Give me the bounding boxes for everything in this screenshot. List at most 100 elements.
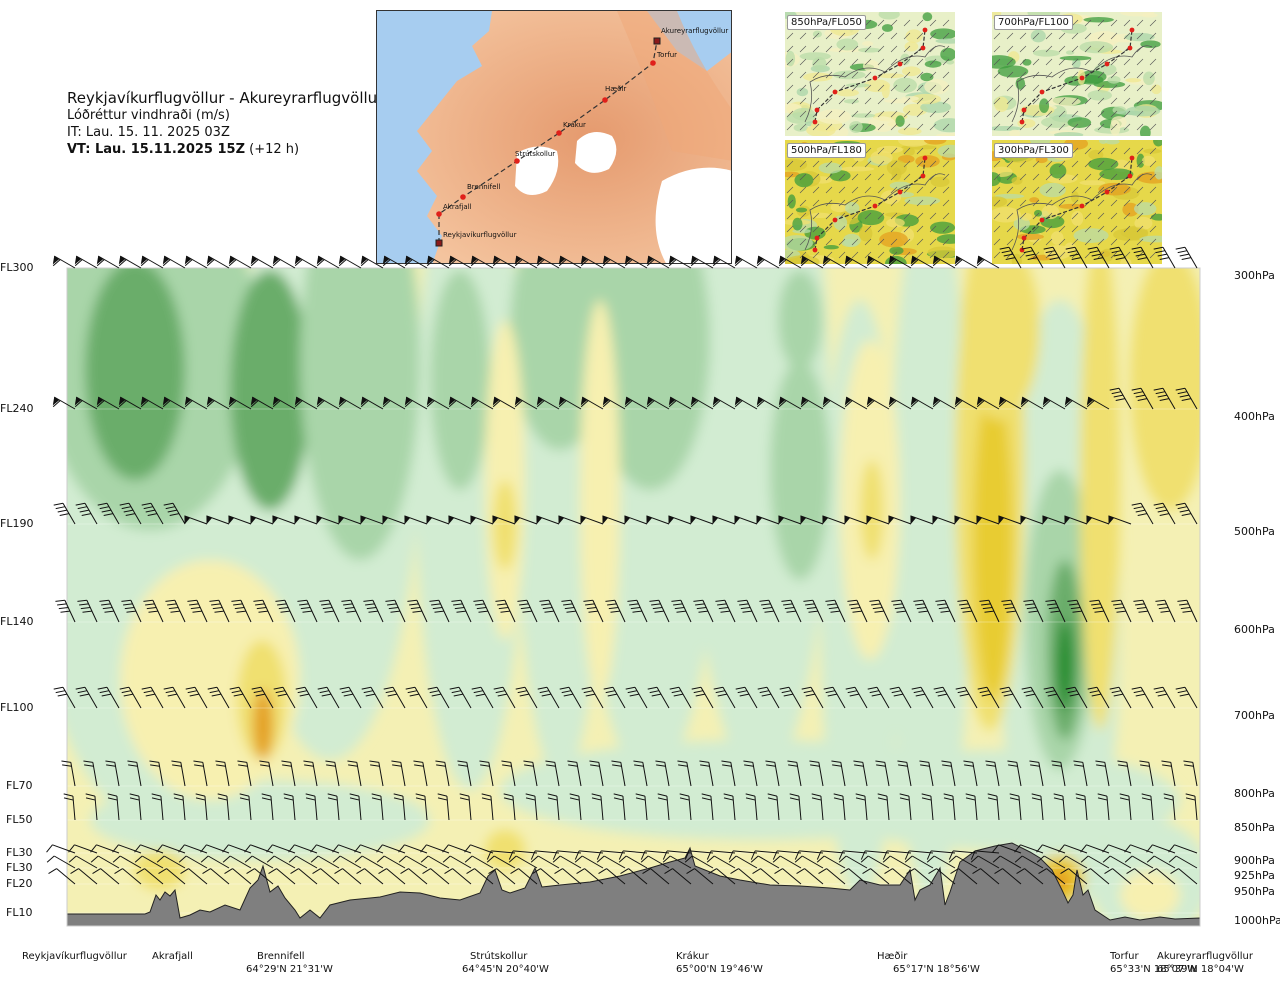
wind-barb xyxy=(470,255,494,269)
mini-barb xyxy=(864,160,872,168)
mini-barb xyxy=(1071,160,1079,168)
wind-barb xyxy=(1175,686,1198,709)
mini-barb xyxy=(1071,147,1079,155)
mini-barb xyxy=(1110,45,1118,53)
wind-barb xyxy=(290,868,318,885)
wind-barb xyxy=(811,793,824,821)
glacier-1 xyxy=(575,132,617,173)
wind-barb xyxy=(789,793,802,821)
mini-barb xyxy=(1071,238,1079,246)
wind-barb xyxy=(728,855,758,869)
mini-barb xyxy=(1045,225,1053,233)
wind-barb xyxy=(250,515,274,525)
field-patch xyxy=(915,155,940,168)
mini-barb xyxy=(890,147,898,155)
mini-barb xyxy=(1097,186,1105,194)
mini-barb xyxy=(1110,251,1118,259)
wind-barb xyxy=(800,255,824,269)
mini-barb xyxy=(1019,225,1027,233)
wind-barb xyxy=(624,255,648,269)
mini-barb xyxy=(1149,212,1157,220)
field-patch xyxy=(920,72,934,82)
wind-barb xyxy=(906,868,934,885)
wind-barb xyxy=(778,515,802,525)
mini-barb xyxy=(1019,45,1027,53)
mini-barb xyxy=(993,110,1001,118)
pressure-level-label: 600hPa xyxy=(1234,623,1275,636)
wind-barb xyxy=(994,868,1022,885)
wind-barb xyxy=(691,686,714,709)
mini-barb xyxy=(1149,97,1157,105)
mini-barb xyxy=(916,212,924,220)
waypoint-marker xyxy=(435,239,443,247)
wind-barb xyxy=(530,850,560,860)
mini-barb xyxy=(903,123,911,131)
mini-barb xyxy=(851,45,859,53)
mini-barb xyxy=(1071,71,1079,79)
wind-barb xyxy=(1058,855,1088,869)
wind-barb xyxy=(757,686,780,709)
mini-waypoint xyxy=(897,189,903,195)
wind-barb xyxy=(118,396,142,410)
mini-barb xyxy=(1019,84,1027,92)
mini-barb xyxy=(851,212,859,220)
wind-barb xyxy=(759,599,780,623)
field-patch xyxy=(1073,228,1109,243)
mini-barb xyxy=(864,238,872,246)
valid-time: VT: Lau. 15.11.2025 15Z (+12 h) xyxy=(67,141,383,158)
mini-barb xyxy=(1149,45,1157,53)
field-patch xyxy=(1139,125,1151,136)
wind-barb xyxy=(448,396,472,410)
mini-waypoint xyxy=(1127,45,1133,51)
pressure-level-label: 1000hPa xyxy=(1234,914,1280,927)
wind-barb xyxy=(1060,868,1088,885)
wind-barb xyxy=(339,686,362,709)
mini-barb xyxy=(903,71,911,79)
field-patch xyxy=(835,89,859,97)
wind-barb xyxy=(273,686,296,709)
wind-barb xyxy=(149,760,164,787)
wind-barb xyxy=(1153,686,1176,709)
wind-barb xyxy=(686,868,714,885)
mini-barb xyxy=(903,58,911,66)
mini-barb xyxy=(1097,199,1105,207)
wind-barb xyxy=(970,855,1000,869)
wind-barb xyxy=(470,515,494,525)
mini-barb xyxy=(929,160,937,168)
wind-barb xyxy=(383,686,406,709)
wind-barb xyxy=(1053,793,1066,821)
wind-barb xyxy=(510,868,538,885)
wind-barb xyxy=(338,515,362,525)
route-waypoints xyxy=(435,37,661,247)
wind-barb xyxy=(1153,387,1176,410)
pressure-level-label: 700hPa xyxy=(1234,709,1275,722)
downdraft-region xyxy=(430,270,490,490)
wind-barb xyxy=(778,396,802,410)
flight-level-label: FL140 xyxy=(0,615,34,628)
mini-barb xyxy=(916,123,924,131)
mini-barb xyxy=(1123,225,1131,233)
mini-barb xyxy=(1084,32,1092,40)
mini-barb xyxy=(877,58,885,66)
wind-barb xyxy=(803,599,824,623)
wind-barb xyxy=(404,515,428,525)
wind-barb xyxy=(840,868,868,885)
mini-barb xyxy=(1136,84,1144,92)
wind-barb xyxy=(466,868,494,885)
wind-barb xyxy=(1146,844,1176,854)
waypoint-marker xyxy=(514,158,520,164)
mini-barb xyxy=(1006,238,1014,246)
mini-map-850: 850hPa/FL050 xyxy=(785,12,955,136)
pressure-level-label: 950hPa xyxy=(1234,885,1275,898)
mini-barb xyxy=(877,110,885,118)
wind-barb xyxy=(888,396,912,410)
wind-barb xyxy=(202,868,230,885)
field-patch xyxy=(897,140,930,147)
mini-barb xyxy=(786,173,794,181)
field-patch xyxy=(927,246,955,259)
wind-barb xyxy=(779,686,802,709)
mini-barb xyxy=(812,199,820,207)
wind-barb xyxy=(217,793,230,821)
mini-barb xyxy=(1058,212,1066,220)
wind-barb xyxy=(972,868,1000,885)
